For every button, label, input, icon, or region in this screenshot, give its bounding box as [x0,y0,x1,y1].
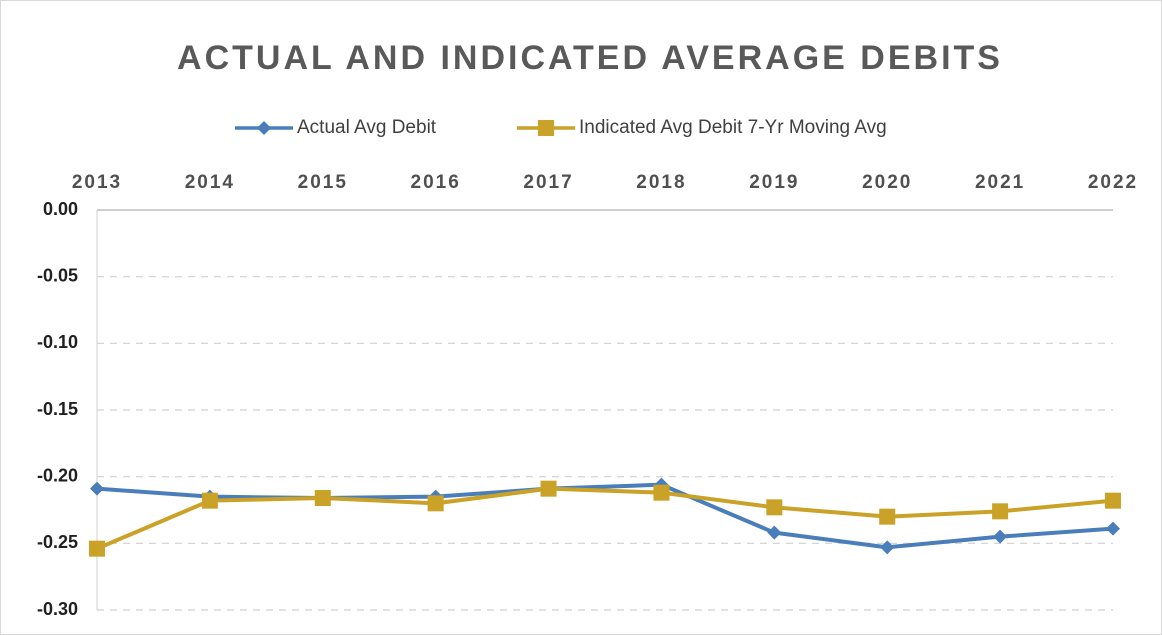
legend-marker [538,120,554,136]
y-tick-label: -0.05 [37,265,78,285]
data-point [89,540,105,557]
chart-title: ACTUAL AND INDICATED AVERAGE DEBITS [177,39,1003,77]
data-point [880,540,895,555]
legend-marker [257,121,271,135]
data-point [427,495,444,512]
data-point [1105,492,1121,509]
y-tick-label: -0.25 [37,532,78,552]
data-point [993,529,1008,544]
y-tick-label: 0.00 [43,199,78,219]
data-point [879,508,896,525]
data-point [992,503,1009,520]
data-point [314,490,331,506]
x-tick-label: 2020 [862,172,912,193]
legend-label: Indicated Avg Debit 7-Yr Moving Avg [579,117,887,138]
data-point [767,525,782,540]
legend-label: Actual Avg Debit [297,117,437,138]
x-tick-label: 2021 [975,172,1025,193]
y-tick-label: -0.10 [37,332,78,352]
x-tick-label: 2017 [523,172,573,193]
data-point [201,492,218,509]
x-tick-label: 2022 [1088,172,1138,193]
x-tick-label: 2013 [72,172,122,193]
x-tick-label: 2019 [749,172,799,193]
data-point [766,499,783,516]
y-tick-label: -0.15 [37,399,78,419]
data-point [90,481,104,496]
x-tick-label: 2016 [411,172,461,193]
x-tick-label: 2018 [636,172,686,193]
y-tick-label: -0.30 [37,599,78,619]
data-point [1106,521,1120,536]
data-point [653,484,670,501]
data-point [540,480,557,497]
series-line [96,486,1114,551]
x-tick-label: 2015 [298,172,348,193]
x-tick-label: 2014 [185,172,235,193]
y-tick-label: -0.20 [37,465,78,485]
